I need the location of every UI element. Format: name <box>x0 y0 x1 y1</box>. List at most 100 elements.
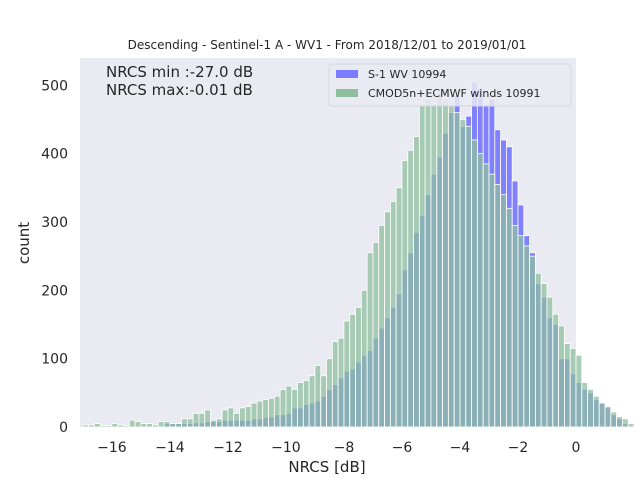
series-cmod-bar <box>627 423 635 428</box>
series-cmod-bar <box>331 341 339 428</box>
series-cmod-bar <box>517 235 525 428</box>
x-axis-label: NRCS [dB] <box>288 458 365 476</box>
series-cmod-bar <box>175 423 182 428</box>
series-cmod-bar <box>593 395 600 428</box>
series-cmod-bar <box>534 272 542 428</box>
legend-box <box>328 63 572 107</box>
series-cmod-bar <box>117 424 124 428</box>
x-tick-label: −10 <box>271 440 301 456</box>
series-cmod-bar <box>337 337 345 428</box>
x-tick-label: −16 <box>97 440 127 456</box>
series-cmod-bar <box>488 173 496 428</box>
series-cmod-bar <box>418 105 426 428</box>
series-cmod-bar <box>622 418 629 428</box>
series-cmod-bar <box>581 382 588 428</box>
series-cmod-bar <box>198 412 206 428</box>
series-cmod-bar <box>128 419 136 428</box>
series-cmod-bar <box>291 389 298 428</box>
series-cmod-bar <box>395 187 403 428</box>
series-cmod-bar <box>250 402 258 428</box>
series-cmod-bar <box>401 160 409 428</box>
series-cmod-bar <box>360 289 368 428</box>
y-axis-label: count <box>15 222 33 264</box>
series-cmod-bar <box>297 382 304 428</box>
series-cmod-bar <box>355 307 362 428</box>
series-cmod-bar <box>598 402 606 428</box>
nrcs-max-annotation: NRCS max:-0.01 dB <box>106 81 253 99</box>
series-cmod-bar <box>558 325 565 428</box>
series-cmod-bar <box>239 407 246 428</box>
series-cmod-bar <box>523 245 530 428</box>
x-tick-label: 0 <box>572 440 581 456</box>
legend-swatch-cmod <box>336 89 358 97</box>
series-cmod-bar <box>273 395 281 428</box>
series-cmod-bar <box>587 389 594 428</box>
y-tick-label: 400 <box>41 147 68 163</box>
series-cmod-bar <box>233 412 240 428</box>
series-cmod-bar <box>94 423 101 428</box>
legend-swatch-s1 <box>336 70 358 78</box>
series-cmod-bar <box>262 399 269 428</box>
series-cmod-bar <box>564 343 571 428</box>
series-cmod-bar <box>308 375 316 428</box>
y-tick-label: 200 <box>41 283 68 299</box>
x-tick-label: −8 <box>334 440 355 456</box>
series-cmod-bar <box>471 139 478 428</box>
series-cmod-bar <box>500 194 507 428</box>
series-cmod-bar <box>442 98 449 428</box>
series-cmod-bar <box>407 149 414 428</box>
series-cmod-bar <box>447 105 455 428</box>
series-cmod-bar <box>163 421 171 428</box>
series-cmod-bar <box>227 407 235 428</box>
series-cmod-bar <box>349 313 356 428</box>
series-cmod-bar <box>384 211 391 428</box>
legend-label-s1: S-1 WV 10994 <box>368 68 446 81</box>
series-cmod-bar <box>604 406 612 428</box>
series-cmod-bar <box>215 418 223 428</box>
series-cmod-bar <box>152 424 159 428</box>
x-tick-label: −6 <box>392 440 413 456</box>
x-tick-label: −2 <box>508 440 529 456</box>
x-tick-label: −12 <box>213 440 243 456</box>
series-cmod-bar <box>343 320 351 428</box>
series-cmod-bar <box>181 418 188 428</box>
series-cmod-bar <box>482 163 490 428</box>
series-cmod-bar <box>610 411 618 428</box>
x-tick-label: −4 <box>450 440 471 456</box>
series-cmod-bar <box>459 119 467 428</box>
y-tick-label: 300 <box>41 215 68 231</box>
series-cmod-bar <box>99 425 107 428</box>
legend: S-1 WV 10994 CMOD5n+ECMWF winds 10991 <box>328 63 572 107</box>
series-cmod-bar <box>204 409 211 428</box>
series-cmod-bar <box>88 424 95 428</box>
series-cmod-bar <box>505 207 513 428</box>
series-cmod-bar <box>378 225 385 428</box>
nrcs-min-annotation: NRCS min :-27.0 dB <box>106 63 253 81</box>
series-cmod-bar <box>320 375 327 428</box>
series-cmod-bar <box>465 125 472 428</box>
series-cmod-bar <box>111 423 119 428</box>
series-cmod-bar <box>540 283 548 428</box>
series-cmod-bar <box>82 424 90 428</box>
series-cmod-bar <box>529 255 536 428</box>
series-cmod-bar <box>123 425 130 428</box>
x-tick-label: −14 <box>155 440 185 456</box>
series-cmod-bar <box>105 425 113 428</box>
series-cmod-bar <box>140 423 148 428</box>
series-cmod-bar <box>366 252 374 428</box>
y-tick-label: 500 <box>41 78 68 94</box>
y-axis-ticks: 0 100 200 300 400 500 <box>41 78 68 436</box>
series-cmod-bars <box>82 91 635 428</box>
series-cmod-bar <box>192 412 200 428</box>
series-cmod-bar <box>476 153 484 428</box>
series-cmod-bar <box>285 385 293 428</box>
series-cmod-bar <box>511 225 519 428</box>
series-cmod-bar <box>546 296 554 428</box>
series-cmod-bar <box>146 423 153 428</box>
series-cmod-bar <box>436 91 443 428</box>
y-tick-label: 0 <box>59 420 68 436</box>
series-cmod-bar <box>616 416 623 428</box>
series-cmod-bar <box>186 418 194 428</box>
series-cmod-bar <box>314 365 322 428</box>
